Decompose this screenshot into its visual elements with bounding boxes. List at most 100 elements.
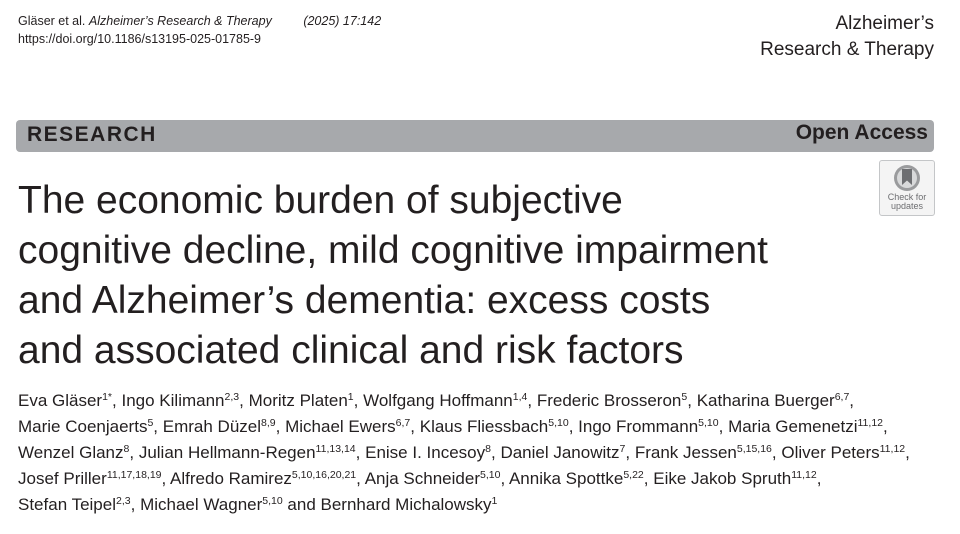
- citation-authors: Gläser et al.: [18, 14, 86, 28]
- author-name[interactable]: Michael Wagner5,10: [140, 495, 283, 514]
- author-name-text: Ingo Kilimann: [121, 391, 225, 410]
- author-name[interactable]: Bernhard Michalowsky1: [321, 495, 498, 514]
- title-line: The economic burden of subjective: [18, 179, 623, 222]
- author-name[interactable]: Ingo Kilimann2,3,: [121, 391, 244, 410]
- author-affiliation-sup: 5,10: [548, 417, 569, 429]
- author-name-text: Oliver Peters: [781, 443, 880, 462]
- author-affiliation-sup: 6,7: [395, 417, 411, 429]
- author-name[interactable]: Moritz Platen1,: [248, 391, 359, 410]
- journal-name-line2: Research & Therapy: [760, 39, 934, 60]
- author-affiliation-sup: 11,12: [857, 417, 884, 429]
- author-name[interactable]: Frederic Brosseron5,: [536, 391, 692, 410]
- author-name-text: Eike Jakob Spruth: [653, 469, 792, 488]
- author-affiliation-sup: 1,4: [512, 391, 528, 403]
- check-for-updates-button[interactable]: Check for updates: [879, 160, 935, 216]
- author-name-text: Moritz Platen: [248, 391, 348, 410]
- author-name[interactable]: Enise I. Incesoy8,: [365, 443, 496, 462]
- author-name[interactable]: Wolfgang Hoffmann1,4,: [363, 391, 533, 410]
- author-name-text: Anja Schneider: [364, 469, 480, 488]
- author-name[interactable]: Maria Gemenetzi11,12,: [728, 417, 888, 436]
- author-affiliation-sup: 2,3: [115, 495, 131, 507]
- author-list: Eva Gläser1*, Ingo Kilimann2,3, Moritz P…: [18, 388, 943, 518]
- author-name[interactable]: Frank Jessen5,15,16,: [634, 443, 777, 462]
- author-affiliation-sup: 8: [485, 443, 491, 455]
- author-name-text: Enise I. Incesoy: [365, 443, 486, 462]
- author-affiliation-sup: 5,10: [698, 417, 719, 429]
- author-name-text: Annika Spottke: [508, 469, 624, 488]
- author-affiliation-sup: 11,17,18,19: [106, 469, 162, 481]
- author-name-text: Julian Hellmann-Regen: [138, 443, 316, 462]
- author-name[interactable]: Daniel Janowitz7,: [500, 443, 631, 462]
- check-for-updates-line1: Check for: [887, 192, 927, 202]
- article-type-banner: RESEARCH Open Access: [16, 120, 934, 152]
- author-name-text: Wenzel Glanz: [18, 443, 124, 462]
- author-name[interactable]: Julian Hellmann-Regen11,13,14,: [138, 443, 361, 462]
- author-name[interactable]: Wenzel Glanz8,: [18, 443, 135, 462]
- author-affiliation-sup: 5,15,16: [736, 443, 772, 455]
- author-affiliation-sup: 8: [123, 443, 130, 455]
- author-name-text: Josef Priller: [18, 469, 107, 488]
- author-name[interactable]: Anja Schneider5,10,: [364, 469, 506, 488]
- author-affiliation-sup: 1*: [102, 391, 113, 403]
- title-line: and Alzheimer’s dementia: excess costs: [18, 279, 711, 322]
- author-name[interactable]: Annika Spottke5,22,: [508, 469, 649, 488]
- author-affiliation-sup: 11,13,14: [315, 443, 356, 455]
- author-name[interactable]: Michael Ewers6,7,: [285, 417, 415, 436]
- author-joiner: and: [282, 495, 321, 514]
- author-name[interactable]: Alfredo Ramirez5,10,16,20,21,: [170, 469, 361, 488]
- citation-journal: Alzheimer’s Research & Therapy: [88, 14, 272, 28]
- doi-link[interactable]: https://doi.org/10.1186/s13195-025-01785…: [18, 32, 262, 46]
- author-affiliation-sup: 5,22: [623, 469, 644, 481]
- author-affiliation-sup: 5,10: [480, 469, 501, 481]
- title-line: and associated clinical and risk factors: [18, 329, 684, 372]
- author-name-text: Frederic Brosseron: [536, 391, 682, 410]
- author-affiliation-sup: 7: [619, 443, 626, 455]
- author-affiliation-sup: 1: [347, 391, 354, 403]
- title-line: cognitive decline, mild cognitive impair…: [18, 229, 769, 272]
- author-name-text: Michael Ewers: [285, 417, 396, 436]
- author-affiliation-sup: 5: [147, 417, 154, 429]
- citation-volume: (2025) 17:142: [303, 14, 382, 28]
- author-affiliation-sup: 8,9: [261, 417, 276, 429]
- author-name-text: Alfredo Ramirez: [170, 469, 292, 488]
- article-title: The economic burden of subjective cognit…: [18, 176, 878, 376]
- author-name[interactable]: Katharina Buerger6,7,: [696, 391, 855, 410]
- author-name[interactable]: Klaus Fliessbach5,10,: [419, 417, 574, 436]
- author-affiliation-sup: 2,3: [224, 391, 240, 403]
- author-affiliation-sup: 1: [491, 495, 498, 507]
- author-name-text: Emrah Düzel: [162, 417, 262, 436]
- journal-name: Alzheimer’s Research & Therapy: [760, 11, 934, 63]
- author-name-text: Bernhard Michalowsky: [320, 495, 492, 514]
- author-name[interactable]: Stefan Teipel2,3,: [18, 495, 136, 514]
- author-name-text: Klaus Fliessbach: [419, 417, 549, 436]
- author-name[interactable]: Ingo Frommann5,10,: [578, 417, 724, 436]
- author-name-text: Eva Gläser: [18, 391, 103, 410]
- author-name[interactable]: Oliver Peters11,12,: [781, 443, 910, 462]
- citation-block: Gläser et al. Alzheimer’s Research & The…: [18, 12, 381, 48]
- author-name[interactable]: Eike Jakob Spruth11,12,: [653, 469, 822, 488]
- open-access-label: Open Access: [795, 121, 928, 144]
- author-affiliation-sup: 5,10,16,20,21: [291, 469, 357, 481]
- author-affiliation-sup: 11,12: [879, 443, 906, 455]
- author-name-text: Katharina Buerger: [696, 391, 835, 410]
- author-name[interactable]: Josef Priller11,17,18,19,: [18, 469, 167, 488]
- journal-name-line1: Alzheimer’s: [835, 13, 934, 34]
- author-name[interactable]: Emrah Düzel8,9,: [162, 417, 281, 436]
- bookmark-circle-icon: [894, 165, 920, 191]
- author-affiliation-sup: 5,10: [262, 495, 283, 507]
- author-name-text: Maria Gemenetzi: [728, 417, 858, 436]
- article-type-label: RESEARCH: [27, 123, 157, 146]
- author-name-text: Wolfgang Hoffmann: [363, 391, 513, 410]
- author-name-text: Marie Coenjaerts: [18, 417, 148, 436]
- author-name[interactable]: Marie Coenjaerts5,: [18, 417, 159, 436]
- author-name[interactable]: Eva Gläser1*,: [18, 391, 117, 410]
- author-affiliation-sup: 11,12: [791, 469, 817, 481]
- author-name-text: Ingo Frommann: [578, 417, 699, 436]
- author-name-text: Michael Wagner: [140, 495, 263, 514]
- author-affiliation-sup: 6,7: [834, 391, 850, 403]
- author-name-text: Frank Jessen: [634, 443, 737, 462]
- check-for-updates-line2: updates: [890, 201, 924, 211]
- author-name-text: Daniel Janowitz: [500, 443, 620, 462]
- citation-line: Gläser et al. Alzheimer’s Research & The…: [18, 12, 381, 30]
- author-affiliation-sup: 5: [681, 391, 688, 403]
